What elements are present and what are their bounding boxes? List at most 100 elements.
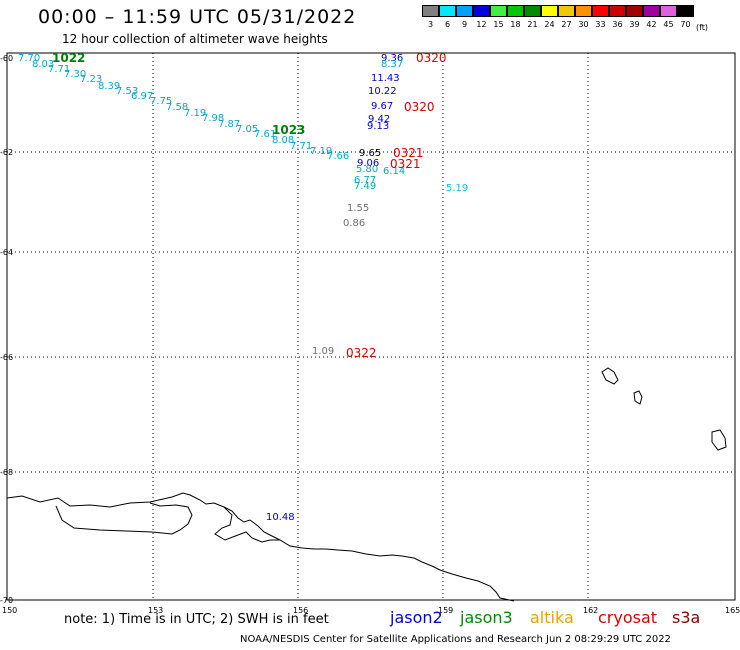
scale-label: 27 [561, 20, 572, 29]
wave-height-label: 9.67 [371, 101, 393, 112]
wave-height-label: 7.75 [150, 96, 172, 107]
satellite-legend-item: altika [530, 608, 574, 627]
wave-height-label: 9.13 [367, 121, 389, 132]
scale-bin: 12 [473, 5, 490, 32]
island [633, 390, 643, 405]
scale-bin: 70 [677, 5, 694, 32]
wave-height-label: 7.19 [184, 108, 206, 119]
wave-height-label: 8.08 [272, 135, 294, 146]
wave-height-color-scale: 3 6 9 12 15 18 21 24 27 30 33 36 39 42 45 70 (ft) [422, 5, 708, 32]
pass-time-label: 0321 [390, 157, 421, 171]
wave-height-label: 10.48 [266, 512, 295, 523]
scale-swatch [626, 5, 643, 17]
scale-label: 33 [595, 20, 606, 29]
wave-height-label: 7.53 [116, 86, 138, 97]
longitude-tick-label: 165 [725, 606, 740, 615]
latitude-tick-label: -70 [0, 596, 13, 605]
scale-label: 9 [461, 20, 468, 29]
scale-label: 18 [510, 20, 521, 29]
satellite-legend-item: s3a [672, 608, 701, 627]
wave-height-label: 8.03 [32, 59, 54, 70]
wave-height-label: 7.98 [202, 113, 224, 124]
satellite-legend-item: cryosat [598, 608, 658, 627]
wave-height-label: 6.14 [383, 166, 405, 177]
scale-swatch [456, 5, 473, 17]
scale-bin: 39 [626, 5, 643, 32]
scale-label: 21 [527, 20, 538, 29]
pass-time-label: 0320 [404, 100, 435, 114]
scale-bin: 15 [490, 5, 507, 32]
pass-time-label: 1022 [52, 51, 85, 65]
wave-height-label: 0.86 [343, 218, 365, 229]
wave-height-label: 9.06 [357, 158, 379, 169]
scale-label: 15 [493, 20, 504, 29]
longitude-tick-label: 156 [293, 606, 308, 615]
scale-bin: 21 [524, 5, 541, 32]
pass-time-label: 0321 [393, 146, 424, 160]
wave-height-label: 9.36 [381, 53, 403, 64]
wave-height-label: 9.42 [368, 114, 390, 125]
scale-bin: 45 [660, 5, 677, 32]
scale-swatch [575, 5, 592, 17]
wave-height-label: 7.05 [236, 124, 258, 135]
wave-height-label: 7.49 [354, 181, 376, 192]
scale-bin: 3 [422, 5, 439, 32]
wave-height-label: 1.09 [312, 346, 334, 357]
footer-credit: NOAA/NESDIS Center for Satellite Applica… [240, 634, 671, 645]
wave-height-label: 7.71 [48, 64, 70, 75]
scale-bin: 33 [592, 5, 609, 32]
scale-label: 36 [612, 20, 623, 29]
scale-swatch [677, 5, 694, 17]
longitude-tick-label: 162 [583, 606, 598, 615]
wave-height-label: 7.19 [310, 146, 332, 157]
wave-height-label: 8.39 [98, 81, 120, 92]
scale-swatch [524, 5, 541, 17]
scale-bin: 6 [439, 5, 456, 32]
scale-swatch [490, 5, 507, 17]
units-note: note: 1) Time is in UTC; 2) SWH is in fe… [64, 612, 329, 627]
scale-swatch [473, 5, 490, 17]
scale-label: 30 [578, 20, 589, 29]
latitude-tick-label: -60 [0, 54, 13, 63]
scale-label: 45 [663, 20, 674, 29]
wave-height-label: 6.97 [131, 91, 153, 102]
satellite-legend-item: jason3 [460, 608, 513, 627]
wave-height-label: 9.65 [359, 148, 381, 159]
wave-height-label: 7.30 [64, 69, 86, 80]
longitude-tick-label: 153 [148, 606, 163, 615]
scale-label: 12 [476, 20, 487, 29]
wave-height-label: 7.58 [166, 102, 188, 113]
scale-swatch [422, 5, 439, 17]
wave-height-label: 7.61 [254, 129, 276, 140]
scale-label: 3 [427, 20, 434, 29]
scale-swatch [660, 5, 677, 17]
latitude-tick-label: -66 [0, 353, 13, 362]
wave-height-label: 11.43 [371, 73, 400, 84]
scale-bin: 36 [609, 5, 626, 32]
scale-swatch [507, 5, 524, 17]
wave-height-label: 7.71 [290, 141, 312, 152]
scale-swatch [541, 5, 558, 17]
scale-label: 24 [544, 20, 555, 29]
wave-height-label: 8.37 [381, 59, 403, 70]
wave-height-label: 7.23 [80, 74, 102, 85]
wave-height-label: 5.19 [446, 183, 468, 194]
wave-height-label: 10.22 [368, 86, 397, 97]
wave-height-label: 1.55 [347, 203, 369, 214]
satellite-legend-item: jason2 [390, 608, 443, 627]
island [711, 429, 727, 451]
coast-peninsula [214, 506, 280, 543]
wave-height-label: 7.66 [327, 151, 349, 162]
wave-height-label: 6.77 [354, 175, 376, 186]
scale-unit: (ft) [696, 23, 709, 32]
scale-swatch [439, 5, 456, 17]
pass-time-label: 0320 [416, 51, 447, 65]
map-title: 00:00 – 11:59 UTC 05/31/2022 [38, 6, 357, 28]
pass-time-label: 1023 [272, 123, 305, 137]
scale-bin: 27 [558, 5, 575, 32]
wave-height-label: 7.70 [18, 53, 40, 64]
longitude-tick-label: 150 [2, 606, 17, 615]
antarctic-coastline [6, 492, 515, 602]
scale-swatch [558, 5, 575, 17]
longitude-tick-label: 159 [438, 606, 453, 615]
